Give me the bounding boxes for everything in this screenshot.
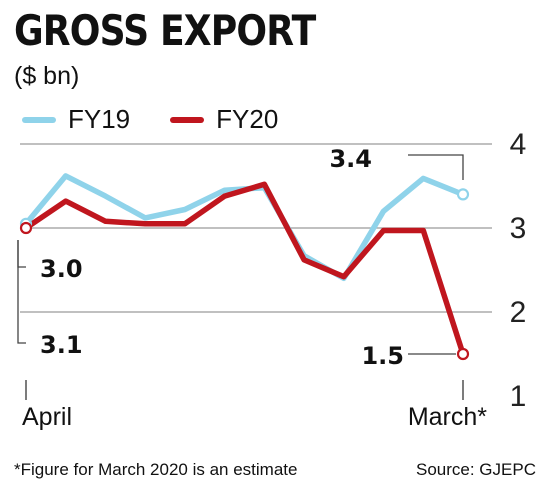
chart-title: GROSS EXPORT — [14, 6, 316, 55]
y-tick-label: 4 — [510, 128, 527, 161]
series-line-fy20 — [23, 181, 466, 357]
legend-item-fy19: FY19 — [22, 104, 130, 135]
legend-item-fy20: FY20 — [170, 104, 278, 135]
legend-label-fy19: FY19 — [68, 104, 131, 134]
legend-swatch-fy19 — [22, 116, 56, 123]
legend-swatch-fy20 — [170, 116, 205, 123]
annotation-leader — [408, 154, 464, 180]
x-tick-label-march: March* — [408, 403, 487, 431]
y-tick-label: 2 — [510, 296, 527, 329]
data-label: 1.5 — [361, 342, 404, 370]
annotation-leader — [17, 240, 26, 344]
legend: FY19 FY20 — [22, 104, 318, 135]
y-tick-label: 1 — [510, 380, 527, 413]
unit-label: ($ bn) — [14, 62, 80, 90]
footnote: *Figure for March 2020 is an estimate — [14, 460, 298, 479]
legend-label-fy20: FY20 — [216, 104, 279, 134]
data-label: 3.1 — [40, 331, 83, 359]
x-tick-label-april: April — [22, 403, 72, 431]
data-label: 3.0 — [40, 255, 83, 283]
source-label: Source: GJEPC — [416, 460, 536, 479]
marker-fy20-start — [19, 221, 33, 235]
marker-fy20-end — [456, 347, 470, 361]
marker-fy19-end — [456, 188, 470, 201]
data-label: 3.4 — [329, 145, 372, 173]
annotation-leader — [17, 240, 26, 268]
y-tick-label: 3 — [510, 212, 527, 245]
